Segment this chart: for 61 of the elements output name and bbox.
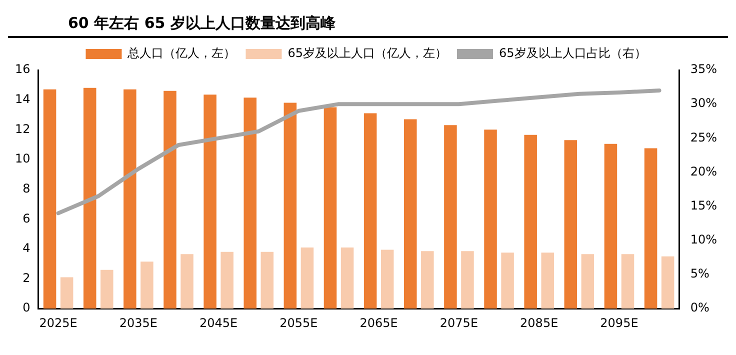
legend-label: 65岁及以上人口（亿人，左）	[288, 46, 448, 60]
bar	[220, 252, 234, 309]
bar	[60, 277, 74, 309]
bar	[284, 102, 297, 309]
bar	[180, 254, 194, 309]
bar	[621, 254, 634, 309]
bar	[484, 130, 497, 309]
y2-tick-label: 0%	[690, 300, 710, 315]
x-tick-label: 2035E	[119, 316, 158, 330]
bar	[100, 270, 114, 309]
legend-label: 65岁及以上人口占比（右）	[499, 46, 646, 60]
y2-tick-label: 35%	[690, 62, 717, 76]
bar	[324, 107, 337, 309]
chart-title: 60 年左右 65 岁以上人口数量达到高峰	[8, 8, 728, 38]
bar	[260, 252, 274, 309]
x-tick-label: 2085E	[520, 316, 558, 330]
bar	[204, 94, 216, 309]
bar	[524, 134, 537, 309]
bar	[140, 262, 154, 309]
y2-tick-label: 5%	[690, 266, 710, 281]
bar	[124, 89, 136, 309]
x-tick-label: 2025E	[39, 316, 78, 330]
bar	[300, 247, 314, 309]
y-tick-label: 12	[14, 122, 30, 136]
x-tick-label: 2055E	[280, 316, 318, 330]
bar	[501, 252, 514, 309]
bar	[364, 113, 377, 309]
legend-label: 总人口（亿人，左）	[126, 46, 236, 60]
x-tick-label: 2075E	[440, 316, 478, 330]
bar	[340, 247, 354, 309]
bar	[43, 89, 56, 309]
y-tick-label: 2	[22, 270, 30, 285]
bar	[83, 88, 96, 309]
bar	[581, 254, 594, 309]
y-tick-label: 8	[22, 181, 30, 196]
y2-tick-label: 15%	[690, 198, 717, 212]
bar	[380, 250, 394, 309]
bar	[404, 119, 417, 309]
x-tick-label: 2095E	[600, 316, 638, 330]
y2-tick-label: 20%	[690, 164, 717, 178]
bar	[244, 98, 257, 309]
bar	[421, 251, 434, 309]
y-tick-label: 14	[14, 92, 30, 106]
y-tick-label: 16	[14, 62, 30, 76]
y-tick-label: 6	[22, 211, 30, 226]
y-tick-label: 0	[22, 300, 30, 315]
x-tick-label: 2045E	[200, 316, 238, 330]
y2-tick-label: 25%	[690, 130, 717, 144]
bar	[461, 251, 474, 309]
y2-tick-label: 10%	[690, 232, 717, 247]
bar	[541, 252, 554, 309]
bar	[644, 148, 658, 309]
y2-tick-label: 30%	[690, 96, 717, 110]
y-tick-label: 10	[14, 152, 30, 166]
bar	[164, 90, 176, 309]
x-tick-label: 2065E	[360, 316, 398, 330]
bar	[604, 144, 618, 309]
y-tick-label: 4	[22, 241, 30, 256]
bar	[661, 256, 674, 309]
bar	[444, 125, 457, 309]
bar	[564, 140, 578, 309]
